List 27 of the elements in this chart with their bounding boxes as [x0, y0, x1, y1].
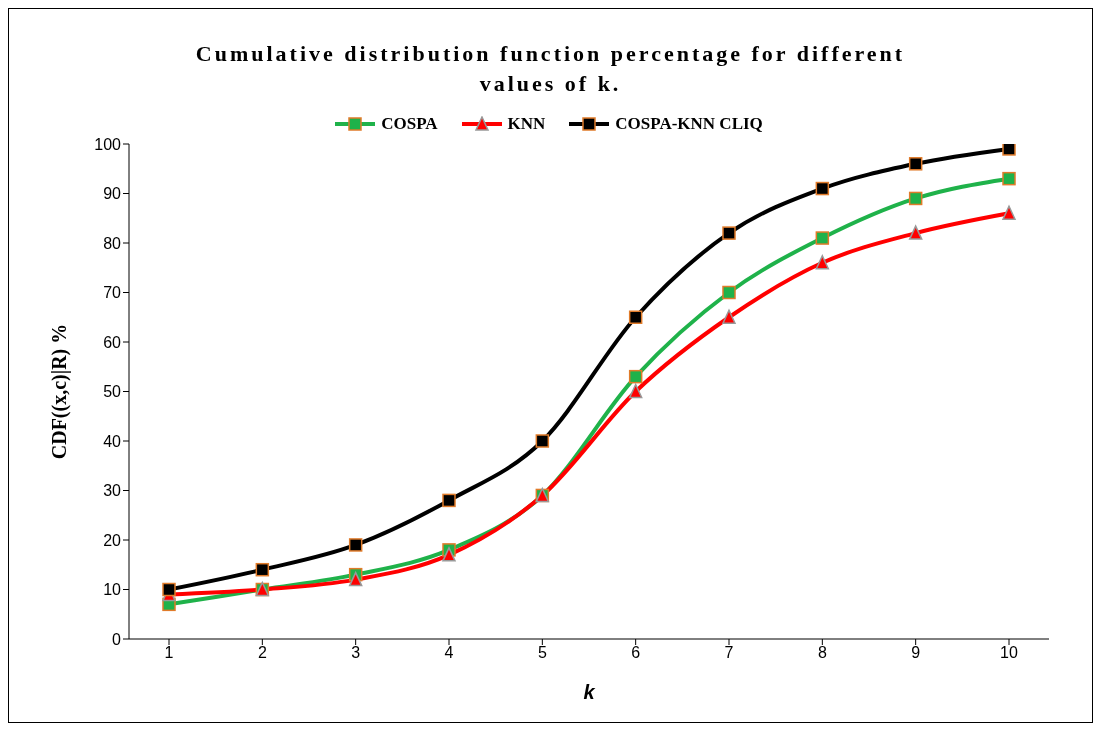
y-tick-label: 30: [103, 482, 122, 500]
x-tick-label: 7: [724, 644, 734, 662]
x-tick-label: 5: [537, 644, 547, 662]
x-tick-label: 2: [257, 644, 267, 662]
y-tick-label: 100: [94, 135, 122, 153]
x-tick-label: 3: [351, 644, 361, 662]
y-tick-label: 40: [103, 432, 122, 450]
x-tick-label: 8: [817, 644, 827, 662]
y-tick-label: 20: [103, 531, 122, 549]
x-axis-title: k: [583, 681, 596, 703]
y-tick-label: 10: [103, 581, 122, 599]
y-axis-title: CDF((x,c)|R) %: [48, 323, 72, 460]
y-tick-label: 0: [112, 630, 122, 648]
x-tick-label: 1: [164, 644, 174, 662]
legend-label: KNN: [506, 114, 546, 134]
y-tick-label: 70: [103, 284, 122, 302]
y-tick-label: 90: [103, 185, 122, 203]
legend-label: COSPA-KNN CLIQ: [614, 114, 763, 134]
y-tick-label: 80: [103, 234, 122, 252]
y-tick-label: 50: [103, 383, 122, 401]
legend-label: COSPA: [380, 114, 438, 134]
chart-title: Cumulative distribution function percentage for different values of k.: [194, 40, 907, 98]
y-tick-label: 60: [103, 333, 122, 351]
x-tick-label: 9: [911, 644, 921, 662]
x-tick-label: 6: [631, 644, 641, 662]
x-tick-label: 4: [444, 644, 454, 662]
x-tick-label: 10: [1000, 644, 1018, 662]
